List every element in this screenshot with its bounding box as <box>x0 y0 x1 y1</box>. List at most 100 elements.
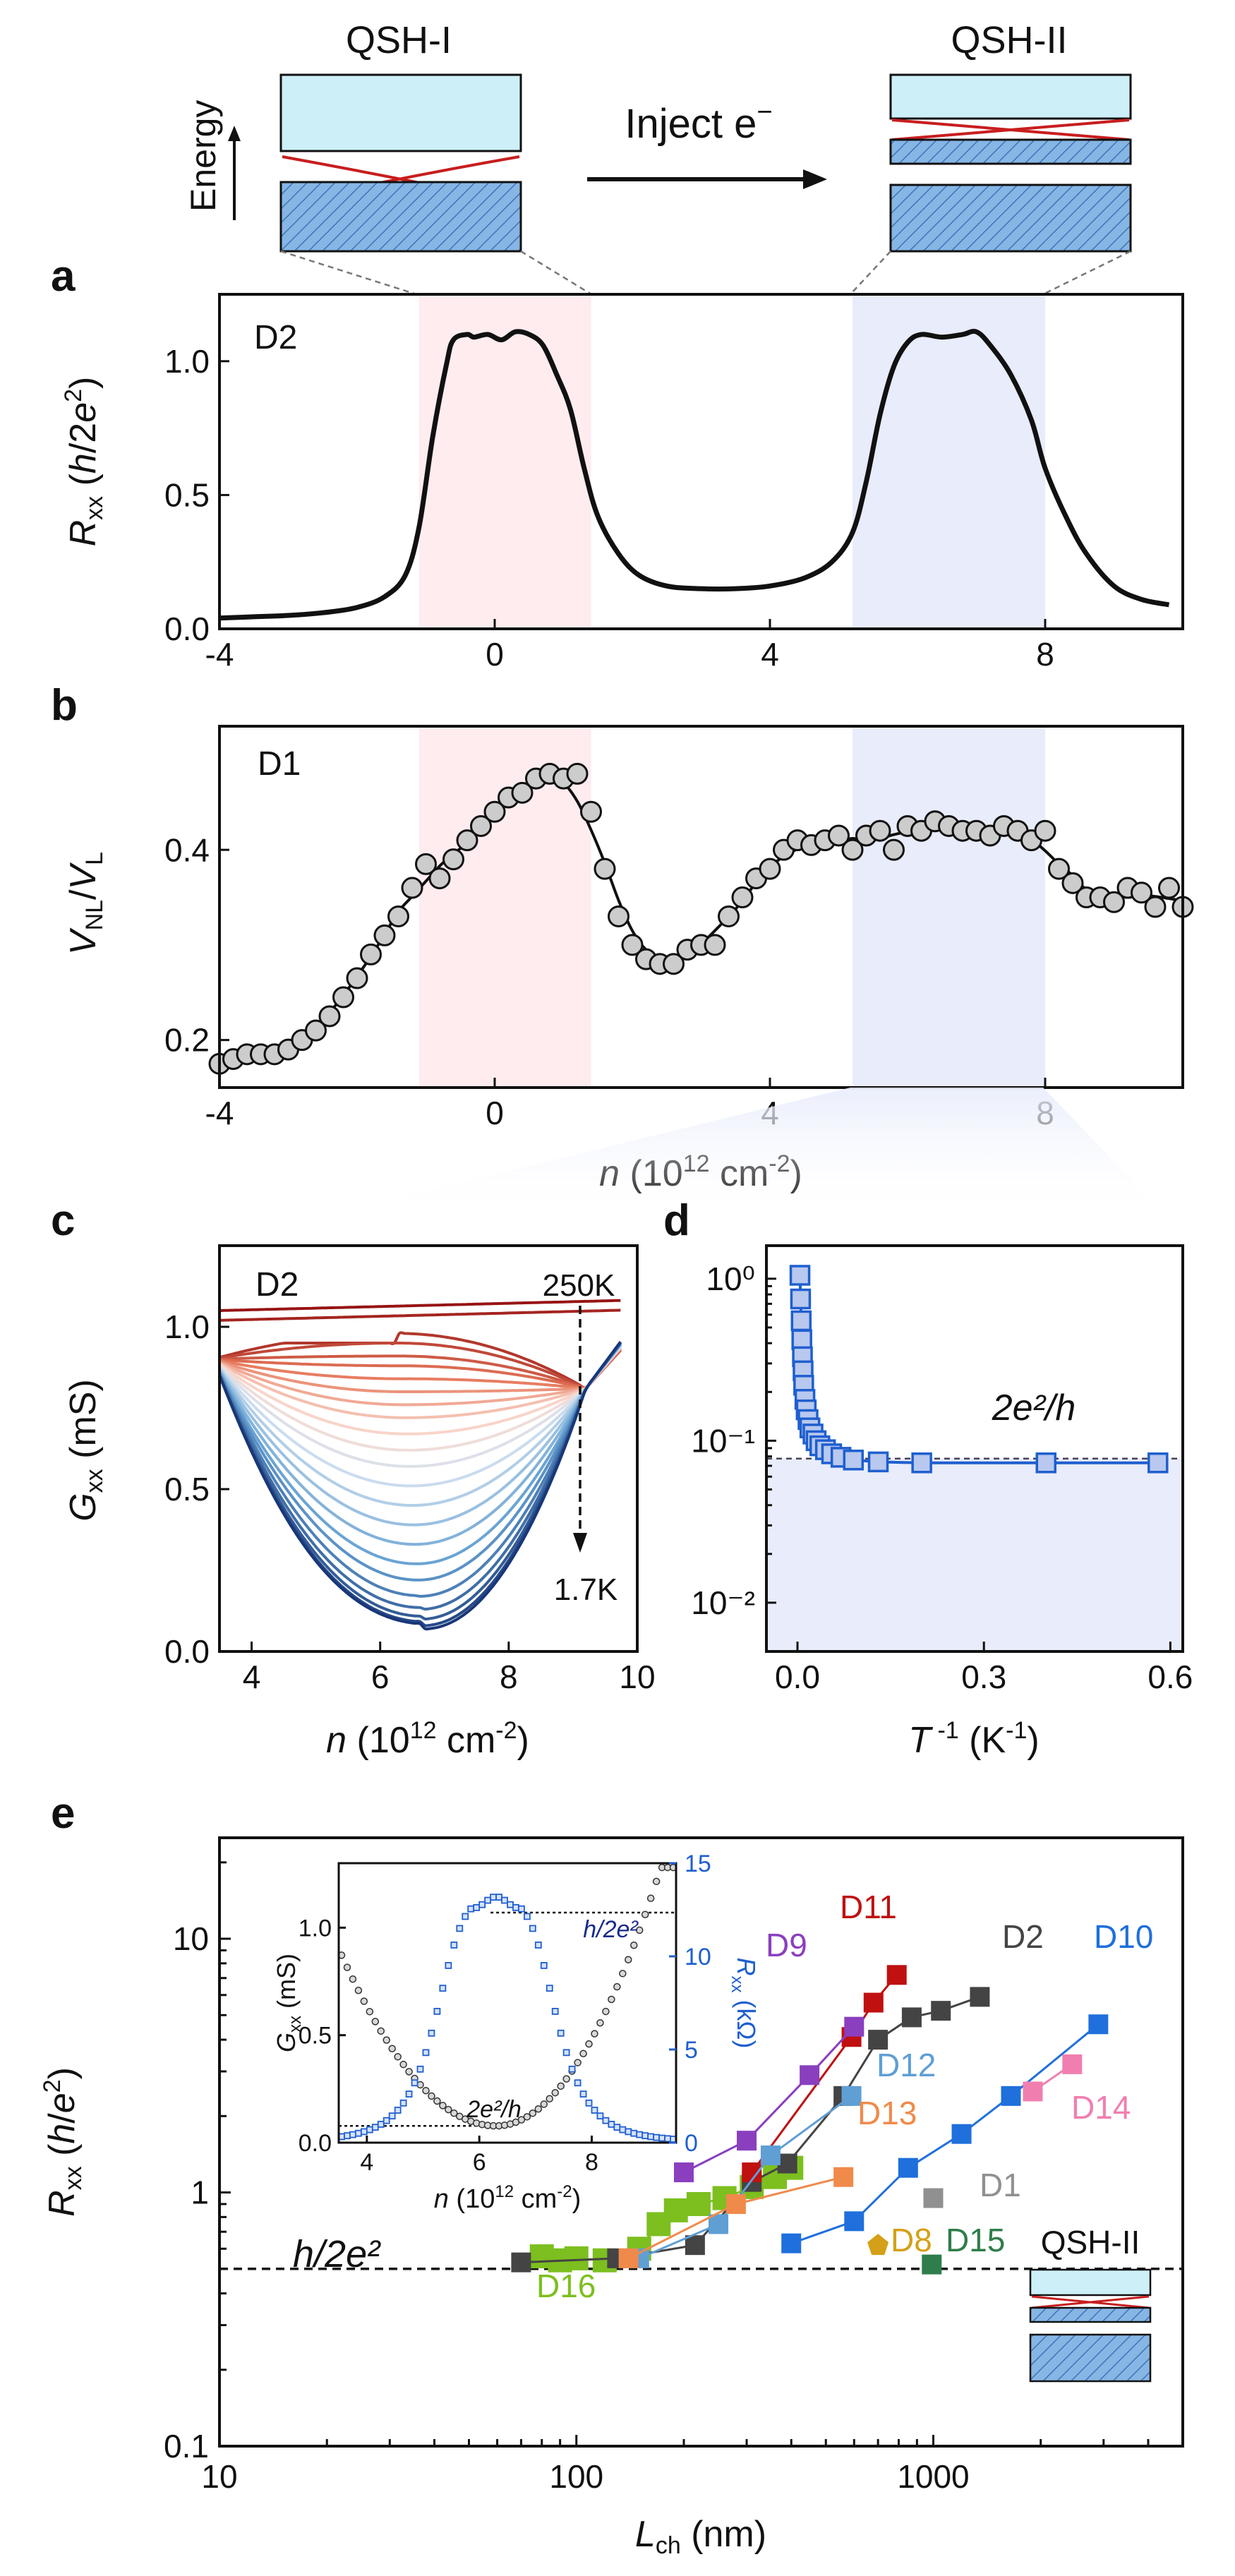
inset-g-point <box>366 2008 374 2016</box>
inset-frame <box>337 1862 677 2144</box>
b-data-point <box>360 943 382 965</box>
inset-lytick-label: 1.0 <box>299 1915 332 1942</box>
d-ytick-label: 10⁻² <box>691 1584 755 1621</box>
b-ytick-label: 0.4 <box>164 831 210 868</box>
inset-r-point <box>512 1904 519 1911</box>
e-ytick-label: 0.1 <box>164 2428 209 2464</box>
e-series-point <box>725 2193 746 2214</box>
d-data-point <box>789 1265 811 1286</box>
inset-r-point <box>416 2065 424 2073</box>
inset-lytick-label: 0.0 <box>299 2130 332 2157</box>
inset-g-point <box>450 2109 458 2117</box>
inset-g-point <box>602 2007 610 2016</box>
b-data-point <box>1131 881 1152 904</box>
e-series-label: D11 <box>840 1889 897 1925</box>
inset-r-point <box>596 2112 604 2120</box>
b-data-point <box>332 986 354 1009</box>
d-data-point <box>1147 1452 1169 1474</box>
c-temperature-curve <box>218 1341 622 1631</box>
b-data-point <box>731 886 754 909</box>
b-data-point <box>511 781 534 804</box>
c-ytick-label: 0.0 <box>164 1633 210 1670</box>
d-xtick-label: 0.6 <box>1147 1659 1193 1695</box>
inject-superscript: − <box>757 97 772 127</box>
inset-r-point <box>518 1905 525 1913</box>
inset-g-point <box>433 2097 441 2105</box>
inset-r-point <box>619 2126 627 2133</box>
qsh2-edge-crossing <box>891 119 1130 141</box>
corner-edge-crossing <box>1031 2295 1150 2309</box>
inset-r-point <box>344 2132 351 2140</box>
b-data-point <box>1048 857 1070 880</box>
inset-r-point <box>546 1985 553 1992</box>
a-ytick-label: 0.5 <box>164 477 210 514</box>
c-temperature-curve <box>219 1308 621 1322</box>
e-series-point <box>1001 2086 1021 2106</box>
c-xtick-label: 4 <box>243 1659 261 1695</box>
panel-e-x-ticks: 10 100 1000 <box>201 2435 1150 2495</box>
inset-r-point <box>467 1905 475 1913</box>
inset-rytick-label: 10 <box>685 1944 711 1970</box>
inset-lytick-label: 0.5 <box>299 2023 332 2050</box>
qsh1-conduction-band <box>279 73 522 152</box>
inset-g-point <box>540 2100 548 2108</box>
b-data-point <box>318 1005 341 1028</box>
panel-e-reference-label: h/2e² <box>293 2233 381 2275</box>
panel-a-device: D2 <box>254 319 297 356</box>
e-series-point <box>685 2235 705 2256</box>
d-data-point <box>790 1310 812 1332</box>
c-xtick-label: 6 <box>371 1659 390 1695</box>
inset-r-point <box>585 2099 593 2107</box>
panel-b-y-ticks: 0.2 0.4 <box>164 831 229 1059</box>
panel-c-ylabel: Gxx (mS) <box>63 1379 108 1522</box>
zoom-fan <box>303 1088 1171 1221</box>
b-data-point <box>415 853 437 875</box>
inset-g-point <box>529 2109 537 2117</box>
d-ytick-label: 10⁰ <box>706 1260 755 1297</box>
inset-g-point <box>371 2018 380 2026</box>
b-data-point <box>883 838 905 861</box>
inset-g-point <box>596 2019 604 2027</box>
panel-a-shade-qsh2 <box>853 294 1045 629</box>
e-series-point <box>673 2162 694 2183</box>
panel-d-annotation: 2e²/h <box>992 1388 1076 1428</box>
b-data-point <box>305 1019 327 1042</box>
e-series-label: D13 <box>857 2095 917 2131</box>
schematic-header: QSH-I QSH-II Energy Inject e− <box>183 19 1132 296</box>
inset-g-point <box>562 2075 570 2083</box>
inset-r-point <box>608 2121 615 2128</box>
b-data-point <box>841 838 864 861</box>
inset-xtick-label: 8 <box>585 2149 598 2176</box>
inset-r-point <box>529 1925 536 1932</box>
b-data-point <box>566 762 589 785</box>
d-ytick-label: 10⁻¹ <box>691 1422 755 1459</box>
inset-g-point <box>551 2088 559 2097</box>
inset-r-point <box>354 2129 362 2137</box>
panel-d-y-ticks: 10⁰ 10⁻¹ 10⁻² <box>691 1260 776 1621</box>
panel-e-ylabel: Rxx (h/e2) <box>39 2067 87 2217</box>
inset-resistance-points <box>338 1894 677 2143</box>
inset-g-point <box>422 2087 430 2095</box>
qsh2-conduction-band <box>889 73 1132 120</box>
panel-b-points <box>208 762 1194 1075</box>
inset-r-point <box>399 2099 407 2107</box>
e-series-label: D2 <box>1002 1918 1044 1955</box>
e-series-point <box>618 2248 639 2268</box>
qsh2-projection-left <box>850 251 891 295</box>
inset-g-point <box>652 1877 661 1886</box>
inset-g-point <box>591 2030 598 2038</box>
b-data-point <box>346 967 368 989</box>
e-series-point <box>737 2131 757 2151</box>
inset-g-point <box>641 1910 649 1919</box>
inset-rytick-label: 15 <box>685 1850 711 1877</box>
c-temperature-curve <box>218 1342 622 1611</box>
inset-r-point <box>562 2049 570 2057</box>
inset-g-point <box>428 2092 435 2100</box>
panel-a-tag: a <box>51 252 76 301</box>
a-xtick-label: 8 <box>1036 636 1054 673</box>
b-ytick-label: 0.2 <box>164 1022 210 1059</box>
panel-e-xlabel: Lch (nm) <box>635 2514 766 2559</box>
panel-c-y-ticks: 0.0 0.5 1.0 <box>164 1308 229 1670</box>
panel-a-frame <box>218 293 1184 630</box>
panel-e-y-ticks: 0.1 1 10 <box>164 1861 231 2464</box>
